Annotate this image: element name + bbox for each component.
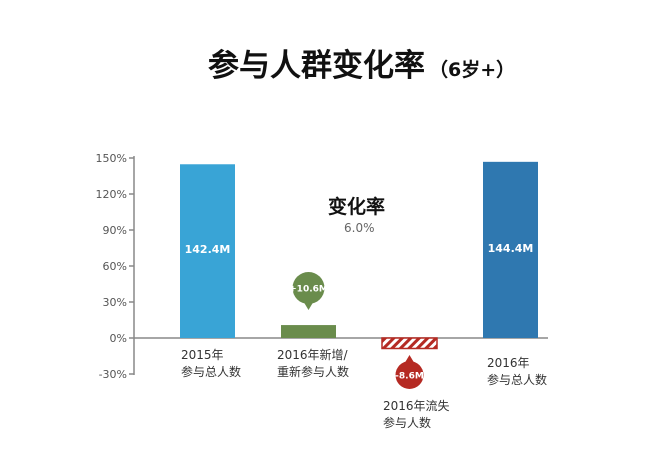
data-label: +10.6M xyxy=(289,285,328,295)
bubble xyxy=(395,361,424,389)
title-main: 参与人群变化率 xyxy=(208,48,425,84)
y-tick-label: -30% xyxy=(99,368,127,381)
category-label: 2016年流失 参与人数 xyxy=(383,398,450,432)
data-label: 142.4M xyxy=(185,243,231,256)
y-tick-label: 0% xyxy=(110,332,127,345)
bubble xyxy=(292,272,325,304)
category-label-line1: 2016年流失 xyxy=(383,399,450,413)
y-tick-label: 90% xyxy=(103,224,127,237)
data-label: -8.6M xyxy=(395,372,424,382)
category-label-line2: 重新参与人数 xyxy=(277,365,350,379)
category-label-line2: 参与总人数 xyxy=(181,365,242,379)
change-rate-value: 6.0% xyxy=(344,221,375,235)
bar xyxy=(381,337,438,350)
change-rate-label: 变化率 xyxy=(328,196,386,218)
category-label: 2015年参与总人数 xyxy=(181,347,241,381)
bar xyxy=(483,161,538,338)
data-label: 144.4M xyxy=(488,242,534,255)
category-label-line2: 参与总人数 xyxy=(487,373,548,387)
category-label: 2016年参与总人数 xyxy=(487,355,547,389)
category-label-line1: 2016年新增/ xyxy=(277,348,348,362)
category-label-line1: 2016年 xyxy=(487,356,530,370)
title-suffix: （6岁+） xyxy=(429,59,516,81)
y-tick-label: 120% xyxy=(96,188,127,201)
y-tick-label: 30% xyxy=(103,296,127,309)
category-label-line2: 参与人数 xyxy=(383,416,432,430)
y-tick-label: 60% xyxy=(103,260,127,273)
chart-title: 参与人群变化率 （6岁+） xyxy=(208,40,515,85)
category-label: 2016年新增/重新参与人数 xyxy=(277,347,349,381)
bar xyxy=(180,164,235,338)
y-tick-label: 150% xyxy=(96,152,127,165)
bar xyxy=(281,325,336,338)
category-label-line1: 2015年 xyxy=(181,348,224,362)
